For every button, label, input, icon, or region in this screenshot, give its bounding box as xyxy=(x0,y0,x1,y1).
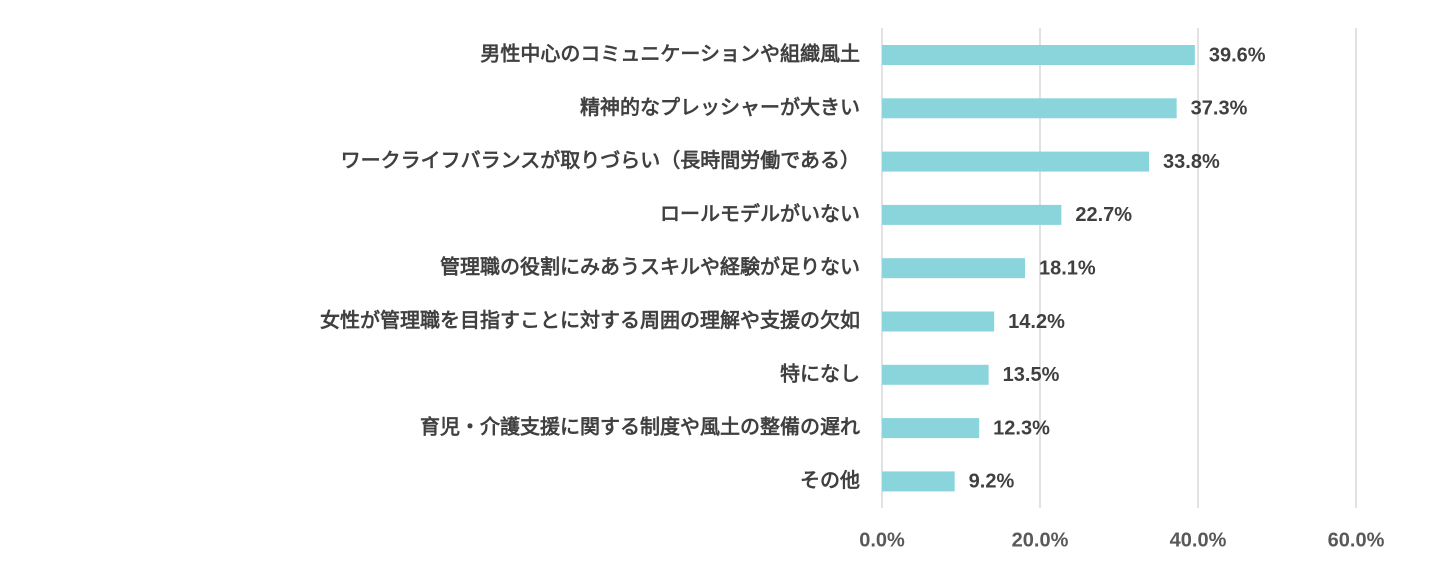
data-label: 33.8% xyxy=(1163,151,1220,173)
data-label: 9.2% xyxy=(969,471,1015,493)
x-tick-label: 60.0% xyxy=(1328,529,1385,551)
bars xyxy=(882,45,1195,492)
data-label: 39.6% xyxy=(1209,44,1266,66)
bar xyxy=(882,258,1025,279)
bar xyxy=(882,151,1150,172)
category-label: 特になし xyxy=(780,361,860,385)
data-label: 18.1% xyxy=(1039,257,1096,279)
bar xyxy=(882,45,1195,65)
category-label: 管理職の役割にみあうスキルや経験が足りない xyxy=(440,255,860,279)
data-label: 22.7% xyxy=(1075,204,1132,226)
category-label: 育児・介護支援に関する制度や風土の整備の遅れ xyxy=(420,415,860,439)
x-tick-label: 40.0% xyxy=(1170,529,1227,551)
x-tick-label: 20.0% xyxy=(1012,529,1069,551)
bar xyxy=(882,471,955,492)
bar xyxy=(882,98,1177,119)
x-tick-label: 0.0% xyxy=(859,529,905,551)
bar xyxy=(882,364,989,385)
category-label: ワークライフバランスが取りづらい（長時間労働である） xyxy=(341,148,860,172)
category-label: ロールモデルがいない xyxy=(660,201,860,225)
bar xyxy=(882,418,980,439)
x-axis-tick-labels: 0.0% 20.0% 40.0% 60.0% xyxy=(859,529,1384,551)
data-label: 37.3% xyxy=(1191,98,1248,120)
category-label: その他 xyxy=(800,468,860,492)
category-label: 精神的なプレッシャーが大きい xyxy=(580,95,860,119)
category-label: 女性が管理職を目指すことに対する周囲の理解や支援の欠如 xyxy=(320,308,860,332)
data-label: 12.3% xyxy=(993,417,1050,439)
value-labels: 39.6% 37.3% 33.8% 22.7% 18.1% 14.2% 13.5% 12.3%… xyxy=(969,44,1266,492)
category-labels: 男性中心のコミュニケーションや組織風土精神的なプレッシャーが大きいワークライフバ… xyxy=(320,42,860,492)
bar xyxy=(882,311,995,332)
category-label: 男性中心のコミュニケーションや組織風土 xyxy=(480,42,860,66)
bar xyxy=(882,204,1062,225)
data-label: 13.5% xyxy=(1003,364,1060,386)
data-label: 14.2% xyxy=(1008,311,1065,333)
